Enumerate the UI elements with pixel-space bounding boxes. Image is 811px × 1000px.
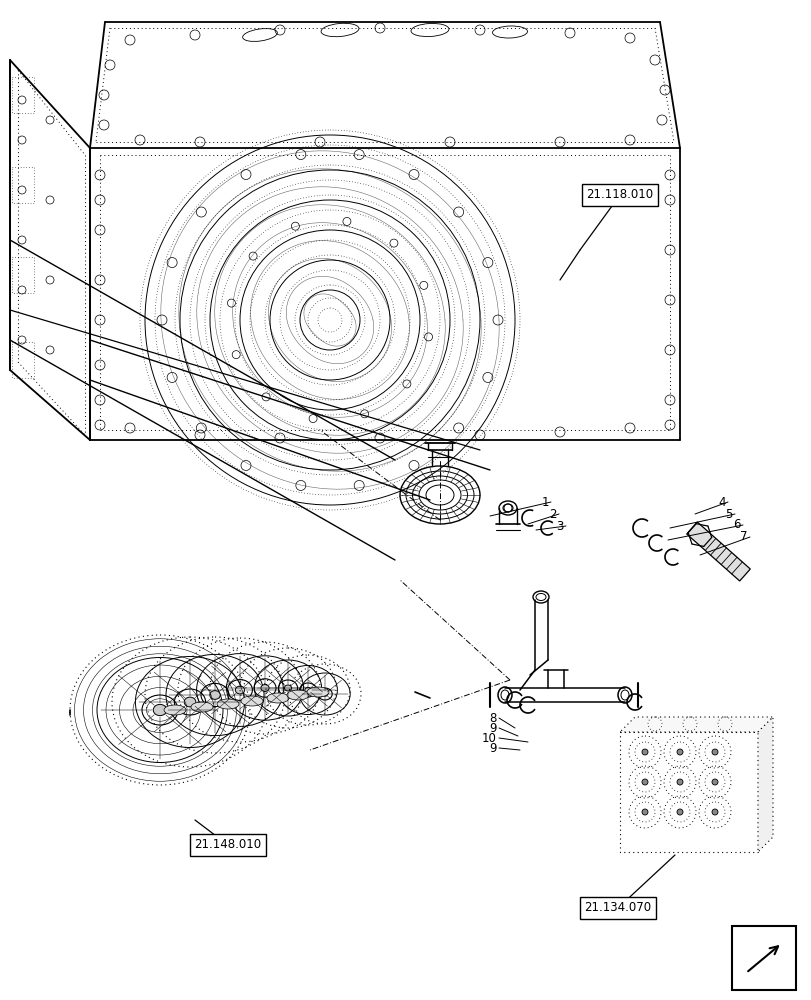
- Text: 9: 9: [489, 722, 496, 734]
- Ellipse shape: [217, 699, 238, 709]
- Circle shape: [642, 809, 647, 815]
- Polygon shape: [757, 717, 772, 852]
- Ellipse shape: [191, 702, 212, 712]
- Bar: [12, 257, 34, 293]
- Ellipse shape: [164, 705, 186, 715]
- Text: 1: 1: [541, 495, 548, 508]
- Bar: [12, 342, 34, 378]
- Ellipse shape: [260, 685, 268, 691]
- Circle shape: [642, 749, 647, 755]
- Polygon shape: [686, 522, 749, 581]
- Circle shape: [676, 779, 682, 785]
- Text: 6: 6: [732, 518, 740, 532]
- Circle shape: [676, 809, 682, 815]
- Ellipse shape: [307, 687, 328, 697]
- Text: 10: 10: [482, 732, 496, 744]
- Circle shape: [642, 779, 647, 785]
- Circle shape: [711, 779, 717, 785]
- Ellipse shape: [267, 693, 289, 703]
- Text: 9: 9: [489, 742, 496, 754]
- Circle shape: [711, 809, 717, 815]
- Text: 21.118.010: 21.118.010: [586, 188, 653, 202]
- Circle shape: [711, 749, 717, 755]
- Bar: [12, 167, 34, 203]
- Text: 3: 3: [556, 520, 564, 532]
- Ellipse shape: [209, 691, 220, 699]
- Text: 21.134.070: 21.134.070: [584, 901, 650, 914]
- Circle shape: [676, 749, 682, 755]
- Text: 5: 5: [725, 508, 732, 520]
- Text: 21.148.010: 21.148.010: [194, 838, 261, 851]
- Polygon shape: [620, 717, 772, 732]
- Ellipse shape: [284, 685, 291, 691]
- Ellipse shape: [241, 696, 263, 706]
- Ellipse shape: [322, 692, 328, 696]
- Bar: [620, 732, 757, 852]
- Bar: [731, 926, 795, 990]
- Text: 2: 2: [549, 508, 556, 520]
- Text: 7: 7: [740, 530, 747, 544]
- Ellipse shape: [153, 704, 166, 716]
- Ellipse shape: [184, 697, 195, 707]
- Text: 4: 4: [718, 495, 725, 508]
- Bar: [12, 77, 34, 113]
- Ellipse shape: [304, 687, 311, 693]
- Ellipse shape: [286, 690, 309, 700]
- Text: 8: 8: [489, 712, 496, 724]
- Ellipse shape: [235, 686, 244, 694]
